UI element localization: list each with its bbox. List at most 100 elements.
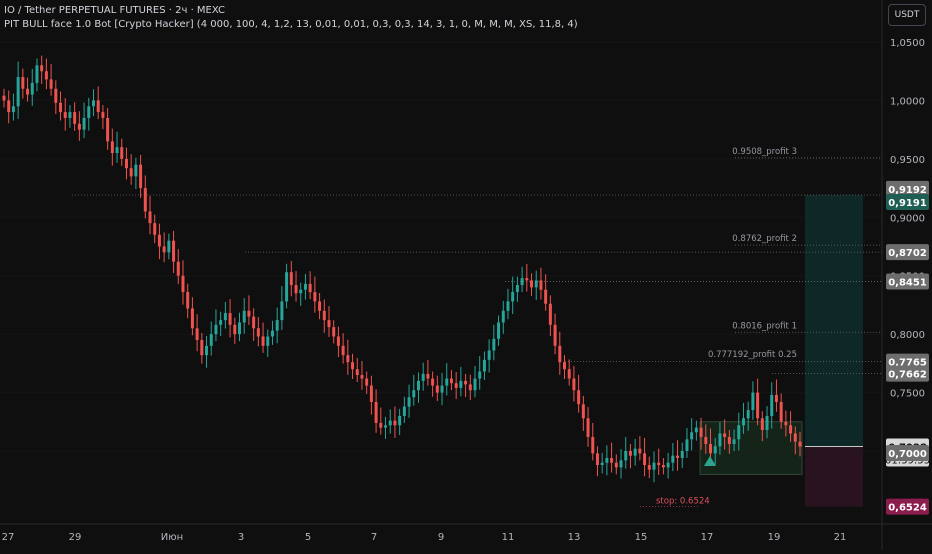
x-tick-label: 15: [635, 532, 648, 543]
symbol-title[interactable]: IO / Tether PERPETUAL FUTURES · 2ч · MEX…: [4, 5, 225, 16]
candle: [501, 310, 505, 323]
price-tag: [886, 193, 929, 210]
candle: [723, 433, 727, 437]
candle: [784, 421, 788, 426]
loss-zone: [805, 446, 863, 507]
candle: [464, 380, 468, 385]
x-tick-label: 27: [2, 532, 15, 543]
candle: [737, 425, 741, 440]
candle: [694, 427, 698, 433]
candle: [280, 301, 284, 321]
price-tag-label: 0,9192: [888, 185, 927, 196]
candle: [205, 345, 209, 356]
candle: [468, 384, 472, 391]
candle: [308, 283, 312, 293]
candle: [388, 420, 392, 426]
candle: [384, 425, 388, 428]
candle: [242, 310, 246, 323]
candle: [718, 433, 722, 447]
candle: [219, 320, 223, 325]
candle: [412, 390, 416, 398]
price-tag: [886, 445, 929, 461]
candle: [572, 378, 576, 391]
candle: [661, 465, 665, 468]
candle: [793, 433, 797, 442]
candle: [148, 211, 152, 224]
candle: [134, 164, 138, 177]
chart-header: IO / Tether PERPETUAL FUTURES · 2ч · MEX…: [4, 4, 578, 32]
profit-annotation: 0.777192_profit 0.25: [708, 350, 797, 360]
candle: [167, 240, 171, 253]
x-tick-label: 13: [568, 532, 581, 543]
x-tick-label: Июн: [161, 532, 183, 543]
candle: [751, 392, 755, 411]
candle: [303, 283, 307, 290]
candle: [732, 439, 736, 444]
y-tick-label: 1,0000: [890, 96, 925, 107]
currency-button[interactable]: USDT: [888, 4, 926, 26]
time-axis[interactable]: 27 29 Июн 3 5 7 9 11 13 15 17 19 21: [0, 523, 932, 543]
candle: [238, 322, 242, 335]
candle: [431, 378, 435, 386]
candle: [416, 380, 420, 391]
candle: [525, 278, 529, 281]
candle: [473, 378, 477, 391]
candle: [346, 355, 350, 363]
candle: [252, 316, 256, 329]
candle: [87, 106, 91, 118]
trade-zones: [699, 194, 863, 507]
candle: [129, 168, 133, 177]
candle: [534, 280, 538, 288]
candle: [774, 394, 778, 402]
candle: [746, 410, 750, 419]
candle: [779, 401, 783, 422]
candle: [21, 77, 25, 89]
x-tick-label: 3: [238, 532, 244, 543]
candle: [614, 462, 618, 468]
candle: [798, 441, 802, 447]
candle: [482, 359, 486, 372]
candle: [586, 418, 590, 437]
candle: [7, 100, 11, 113]
candle: [228, 313, 232, 325]
candle: [266, 336, 270, 346]
candle: [699, 427, 703, 437]
candle: [115, 147, 119, 154]
candle: [789, 425, 793, 434]
candle: [506, 301, 510, 311]
candle: [440, 385, 444, 393]
candle: [553, 324, 557, 346]
candle: [195, 328, 199, 340]
candle: [233, 324, 237, 335]
buy-marker-icon: [704, 456, 716, 466]
candle: [341, 345, 345, 356]
candles: [2, 55, 802, 483]
candle: [577, 390, 581, 405]
candle: [327, 320, 331, 328]
candle: [379, 422, 383, 428]
entry-box: [699, 421, 803, 475]
candle: [398, 415, 402, 426]
candle: [497, 322, 501, 339]
candle: [530, 280, 534, 288]
indicator-label[interactable]: PIT BULL face 1.0 Bot [Crypto Hacker] (4…: [4, 19, 578, 30]
candle: [54, 88, 58, 103]
x-tick-label: 21: [834, 532, 847, 543]
y-tick-label: 0,7500: [890, 389, 925, 400]
candle: [190, 308, 194, 329]
candle: [365, 378, 369, 386]
candle: [544, 289, 548, 304]
candle: [153, 223, 157, 235]
y-tick-label: 0,8000: [890, 330, 925, 341]
price-tag: [886, 498, 929, 515]
candle: [628, 451, 632, 456]
candle: [214, 324, 218, 335]
candle: [393, 420, 397, 426]
candle: [336, 336, 340, 346]
candle: [82, 117, 86, 130]
candle: [690, 432, 694, 440]
candle: [666, 462, 670, 468]
